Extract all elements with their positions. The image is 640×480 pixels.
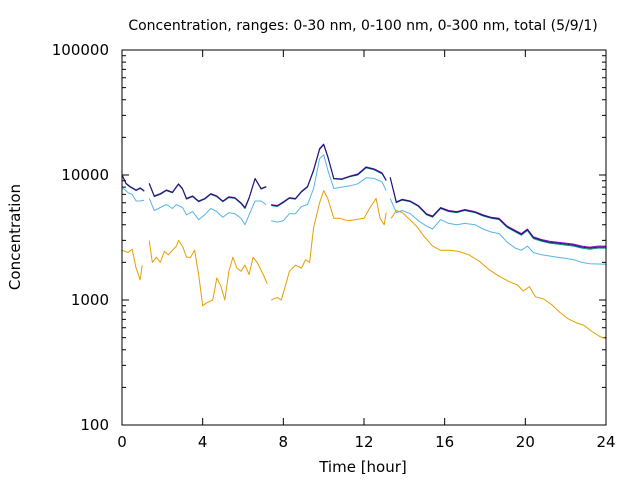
chart-title: Concentration, ranges: 0-30 nm, 0-100 nm… — [128, 18, 597, 34]
x-tick-label: 24 — [596, 433, 615, 451]
plot-frame — [121, 49, 607, 426]
series-line-5 — [121, 144, 606, 249]
series-line-1 — [121, 190, 607, 340]
y-axis-title: Concentration — [6, 184, 24, 290]
y-tick-label: 100000 — [52, 41, 109, 59]
x-tick-label: 8 — [279, 433, 289, 451]
series-lines — [121, 143, 607, 340]
x-tick-label: 20 — [516, 433, 535, 451]
series-line-4 — [121, 143, 606, 248]
x-tick-label: 0 — [117, 433, 127, 451]
y-tick-label: 100 — [80, 416, 109, 434]
x-tick-label: 16 — [435, 433, 454, 451]
series-line-2 — [121, 154, 607, 265]
x-tick-label: 12 — [354, 433, 373, 451]
x-axis-ticks: 0 4 8 12 16 20 24 — [117, 50, 616, 451]
y-tick-label: 10000 — [61, 166, 109, 184]
x-axis-title: Time [hour] — [318, 458, 407, 476]
x-tick-label: 4 — [198, 433, 208, 451]
y-tick-label: 1000 — [71, 291, 109, 309]
y-axis-ticks: 100 1000 10000 100000 — [52, 41, 606, 434]
